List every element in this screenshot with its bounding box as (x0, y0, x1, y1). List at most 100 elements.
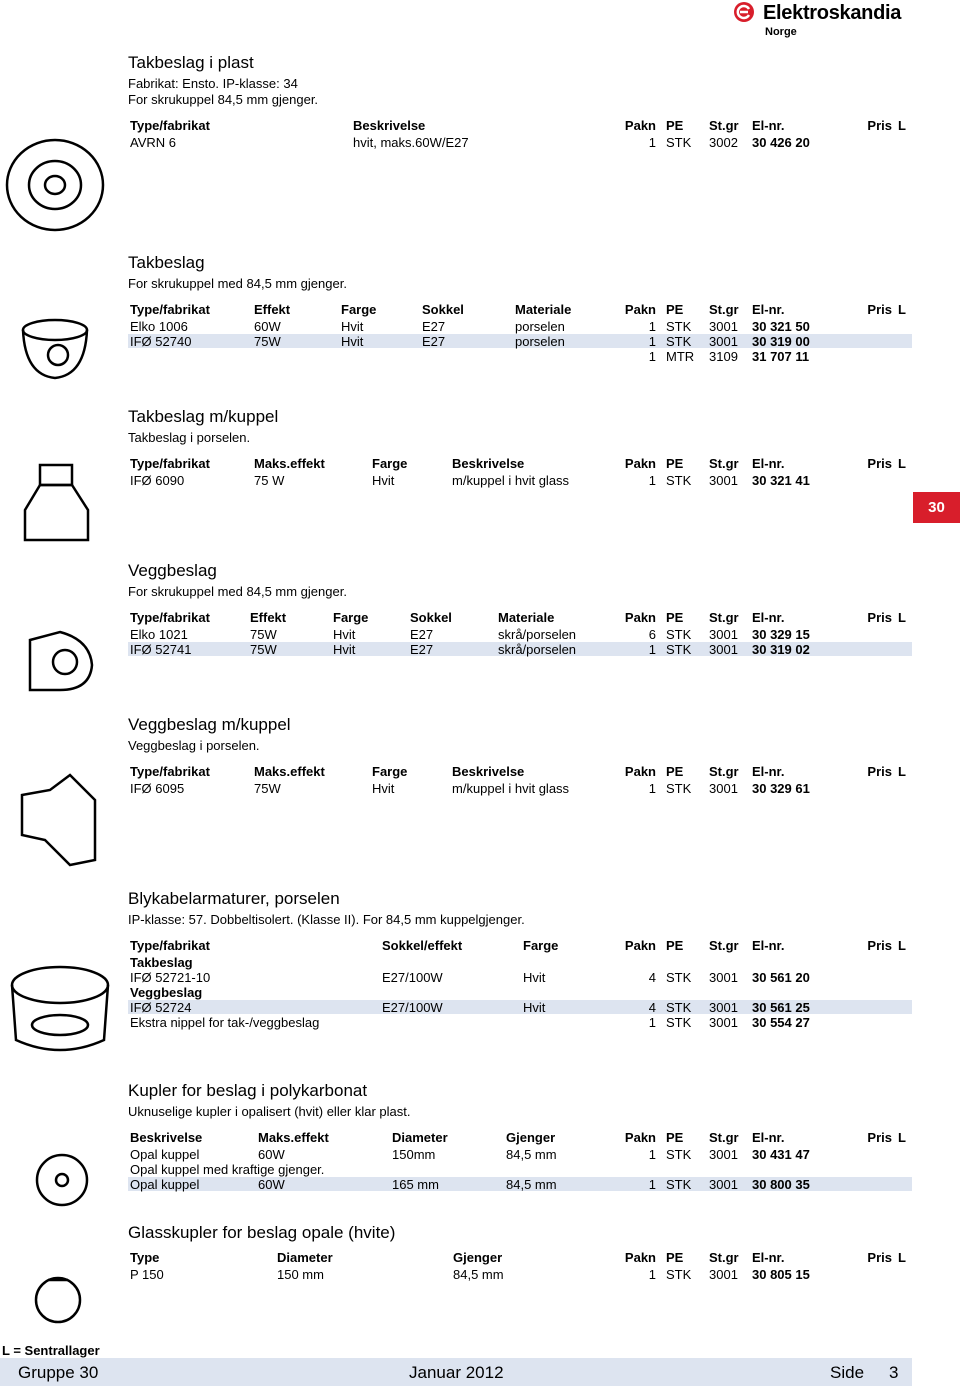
cell: STK (666, 970, 692, 985)
column-header: Farge (372, 764, 408, 779)
section-text: For skrukuppel med 84,5 mm gjenger. (128, 276, 347, 291)
column-header: Pris (867, 456, 892, 471)
column-header: Effekt (254, 302, 291, 317)
column-header: Sokkel (410, 610, 452, 625)
region: Norge (765, 26, 797, 38)
cell: Hvit (341, 319, 364, 334)
column-header: Maks.effekt (254, 456, 325, 471)
cell: Hvit (333, 627, 356, 642)
column-header: Beskrivelse (130, 1130, 203, 1145)
column-header: St.gr (709, 938, 739, 953)
section-text: For skrukuppel med 84,5 mm gjenger. (128, 584, 347, 599)
cell: 6 (648, 627, 656, 642)
cell: 1 (648, 1177, 656, 1192)
section-text: Uknuselige kupler i opalisert (hvit) ell… (128, 1104, 411, 1119)
cell: 3001 (709, 473, 738, 488)
column-header: Pris (867, 1250, 892, 1265)
column-header: El-nr. (752, 302, 785, 317)
column-header: Pakn (624, 302, 656, 317)
cell: 3001 (709, 1147, 738, 1162)
cell: 1 (648, 1147, 656, 1162)
cell: 30 319 02 (752, 642, 810, 657)
cell: STK (666, 627, 692, 642)
cell: E27 (422, 334, 446, 349)
column-header: Farge (523, 938, 559, 953)
cell: 30 329 15 (752, 627, 810, 642)
column-header: Maks.effekt (254, 764, 325, 779)
cell: 75W (254, 781, 281, 796)
section-text: IP-klasse: 57. Dobbeltisolert. (Klasse I… (128, 912, 525, 927)
row-shade (128, 334, 912, 348)
column-header: El-nr. (752, 118, 785, 133)
cell: 150 mm (277, 1267, 324, 1282)
cell: 75W (250, 627, 277, 642)
cell: 30 561 25 (752, 1000, 810, 1015)
cell: IFØ 52741 (130, 642, 192, 657)
section-title: Glasskupler for beslag opale (hvite) (128, 1223, 396, 1242)
column-header: Type/fabrikat (130, 610, 210, 625)
column-header: Beskrivelse (353, 118, 426, 133)
cell: 1 (648, 781, 656, 796)
cell: 3001 (709, 970, 738, 985)
cell: 75W (250, 642, 277, 657)
column-header: El-nr. (752, 938, 785, 953)
column-header: Type/fabrikat (130, 764, 210, 779)
cell: Elko 1021 (130, 627, 188, 642)
row-shade (128, 642, 912, 656)
cell: 3109 (709, 349, 738, 364)
column-header: Pakn (624, 938, 656, 953)
cell: STK (666, 1177, 692, 1192)
cell: 30 321 41 (752, 473, 810, 488)
column-header: Type/fabrikat (130, 456, 210, 471)
column-header: St.gr (709, 302, 739, 317)
column-header: El-nr. (752, 1250, 785, 1265)
column-header: Effekt (250, 610, 287, 625)
cell: E27/100W (382, 970, 443, 985)
column-header: Beskrivelse (452, 456, 525, 471)
cell: 3002 (709, 135, 738, 150)
cell: IFØ 52721-10 (130, 970, 211, 985)
column-header: L (898, 456, 906, 471)
cell: 30 329 61 (752, 781, 810, 796)
section-title: Takbeslag m/kuppel (128, 407, 279, 426)
cell: 1 (648, 349, 656, 364)
column-header: Type/fabrikat (130, 118, 210, 133)
column-header: Pakn (624, 764, 656, 779)
cell: IFØ 6090 (130, 473, 185, 488)
column-header: St.gr (709, 118, 739, 133)
column-header: Sokkel/effekt (382, 938, 463, 953)
footer-bar (0, 1358, 912, 1386)
column-header: Pris (867, 302, 892, 317)
column-header: Pakn (624, 118, 656, 133)
column-header: Maks.effekt (258, 1130, 329, 1145)
cell: P 150 (130, 1267, 164, 1282)
cell: Opal kuppel med kraftige gjenger. (130, 1162, 325, 1177)
column-header: Pakn (624, 610, 656, 625)
cell: 3001 (709, 319, 738, 334)
column-header: L (898, 938, 906, 953)
cell: STK (666, 1015, 692, 1030)
column-header: Farge (333, 610, 369, 625)
cell: 84,5 mm (453, 1267, 504, 1282)
cell: 60W (258, 1177, 285, 1192)
column-header: Gjenger (506, 1130, 556, 1145)
cell: 30 805 15 (752, 1267, 810, 1282)
cell: STK (666, 781, 692, 796)
cell: 30 431 47 (752, 1147, 810, 1162)
cell: 75W (254, 334, 281, 349)
cell: Opal kuppel (130, 1147, 200, 1162)
cell: 150mm (392, 1147, 436, 1162)
column-header: Type/fabrikat (130, 302, 210, 317)
cell: 4 (648, 970, 656, 985)
cell: Hvit (333, 642, 356, 657)
column-header: Pris (867, 1130, 892, 1145)
section-title: Blykabelarmaturer, porselen (128, 889, 340, 908)
column-header: Diameter (392, 1130, 448, 1145)
column-header: Sokkel (422, 302, 464, 317)
cell: STK (666, 1267, 692, 1282)
column-header: Pakn (624, 456, 656, 471)
cell: AVRN 6 (130, 135, 176, 150)
column-header: St.gr (709, 764, 739, 779)
column-header: PE (666, 1130, 684, 1145)
column-header: Diameter (277, 1250, 333, 1265)
